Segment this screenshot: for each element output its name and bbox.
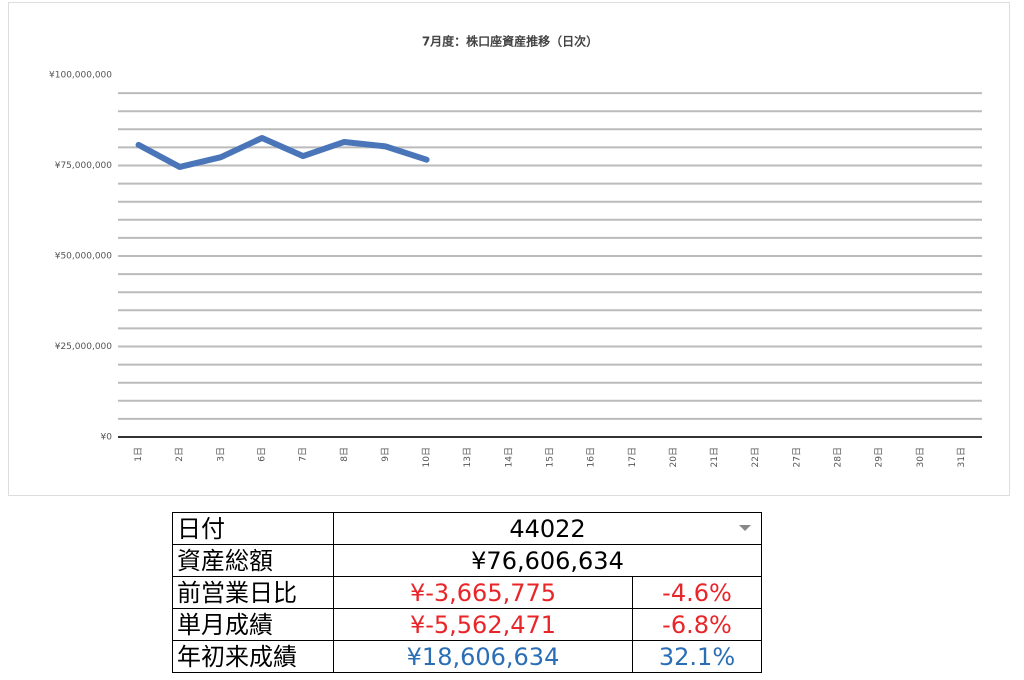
x-tick-label: 31日 xyxy=(956,447,967,467)
cell: 単月成績 xyxy=(172,608,334,641)
x-tick-label: 10日 xyxy=(421,447,432,467)
x-tick-label: 20日 xyxy=(668,447,679,467)
y-tick-label: ¥50,000,000 xyxy=(55,252,113,262)
x-tick-label: 14日 xyxy=(503,447,514,467)
cell: 日付 xyxy=(172,512,334,545)
cell: ¥-5,562,471 xyxy=(333,608,633,641)
x-tick-label: 21日 xyxy=(709,447,720,467)
x-tick-label: 15日 xyxy=(545,447,556,467)
x-tick-label: 9日 xyxy=(380,447,391,462)
cell: ¥-3,665,775 xyxy=(333,576,633,609)
chart-card xyxy=(8,2,1010,496)
cell: -4.6% xyxy=(632,576,762,609)
cell: 前営業日比 xyxy=(172,576,334,609)
row: 単月成績 ¥-5,562,471 -6.8% xyxy=(172,608,762,641)
x-tick-label: 22日 xyxy=(750,447,761,467)
chart: 7月度：株口座資産推移（日次） ¥0 ¥25,000,000 ¥50,000,000… xyxy=(49,34,982,467)
x-tick-label: 28日 xyxy=(833,447,844,467)
x-tick-label: 8日 xyxy=(339,447,350,462)
x-tick-label: 16日 xyxy=(586,447,597,467)
data-line xyxy=(135,134,430,170)
x-tick-label: 30日 xyxy=(915,447,926,467)
row: 年初来成績 ¥18,606,634 32.1% xyxy=(172,640,762,673)
y-tick-label: ¥100,000,000 xyxy=(49,71,112,81)
row: 日付 44022 xyxy=(172,512,762,545)
cell: ¥76,606,634 xyxy=(333,544,762,577)
y-tick-label: ¥0 xyxy=(101,433,113,443)
cell: ¥18,606,634 xyxy=(333,640,633,673)
y-tick-label: ¥25,000,000 xyxy=(55,342,113,352)
x-tick-label: 6日 xyxy=(257,447,268,462)
cell: -6.8% xyxy=(632,608,762,641)
x-tick-label: 1日 xyxy=(133,447,144,462)
x-tick-label: 29日 xyxy=(874,447,885,467)
x-tick-label: 17日 xyxy=(627,447,638,467)
row: 前営業日比 ¥-3,665,775 -4.6% xyxy=(172,576,762,609)
chart-title: 7月度：株口座資産推移（日次） xyxy=(422,34,598,49)
cell[interactable]: 44022 xyxy=(333,512,762,545)
row: 資産総額 ¥76,606,634 xyxy=(172,544,762,577)
cell-text: 44022 xyxy=(509,514,586,543)
y-tick-label: ¥75,000,000 xyxy=(55,161,113,171)
cell: 32.1% xyxy=(632,640,762,673)
x-tick-label: 27日 xyxy=(791,447,802,467)
dropdown-arrow[interactable] xyxy=(739,525,751,531)
x-tick-label: 2日 xyxy=(174,447,185,462)
x-tick-label: 3日 xyxy=(215,447,226,462)
cell: 年初来成績 xyxy=(172,640,334,673)
summary-table: 日付 44022 資産総額 ¥76,606,634 前営業日比 ¥-3,665,775… xyxy=(172,512,762,673)
cell: 資産総額 xyxy=(172,544,334,577)
x-tick-label: 7日 xyxy=(298,447,309,462)
x-tick-label: 13日 xyxy=(462,447,473,467)
